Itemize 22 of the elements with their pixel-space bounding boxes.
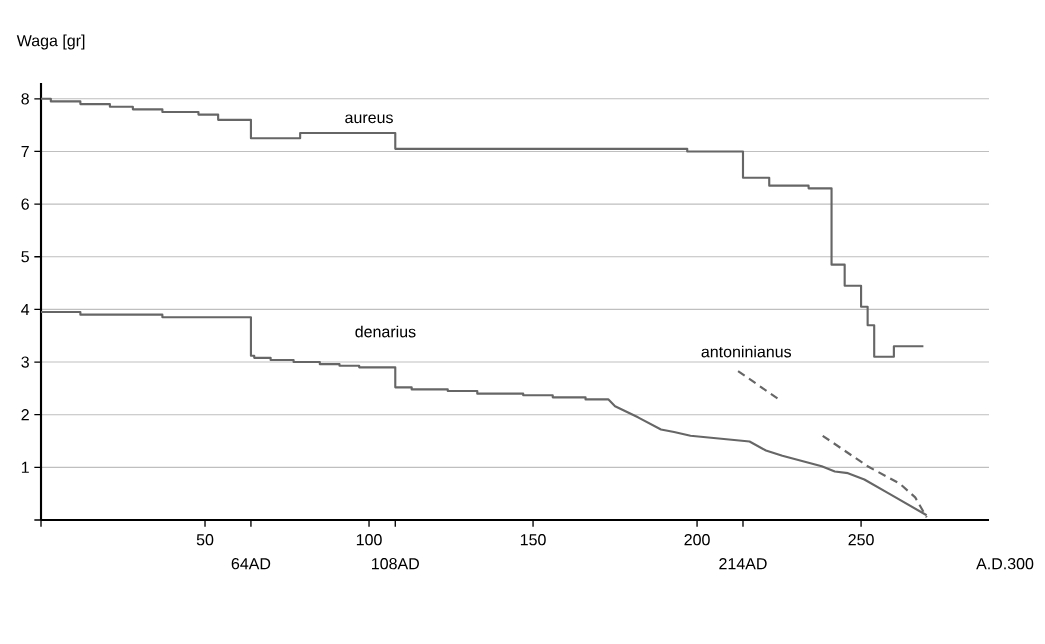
- y-tick-label: 5: [21, 251, 29, 263]
- y-axis-title: Waga [gr]: [16, 34, 85, 50]
- x-tick-label: 150: [520, 534, 546, 546]
- series-label: antoninianus: [701, 345, 792, 358]
- y-tick-label: 8: [21, 93, 29, 105]
- y-tick-label: 6: [21, 198, 29, 210]
- text: 64AD: [231, 558, 271, 570]
- x-tick-label: 250: [848, 534, 874, 546]
- y-tick-label: 7: [21, 145, 29, 157]
- x-tick-label: 100: [356, 534, 382, 546]
- text: A.D.300: [976, 558, 1034, 570]
- x-tick-label: 50: [196, 534, 214, 546]
- text: 214AD: [719, 558, 767, 570]
- y-tick-label: 1: [21, 461, 29, 473]
- series-label: denarius: [355, 325, 416, 338]
- y-tick-label: 4: [21, 303, 30, 315]
- x-tick-label: 200: [684, 534, 710, 546]
- series-label: aureus: [345, 114, 393, 124]
- y-tick-label: 3: [21, 356, 29, 368]
- y-tick-label: 2: [21, 409, 29, 421]
- text: 108AD: [372, 558, 419, 570]
- line-series: [39, 97, 925, 358]
